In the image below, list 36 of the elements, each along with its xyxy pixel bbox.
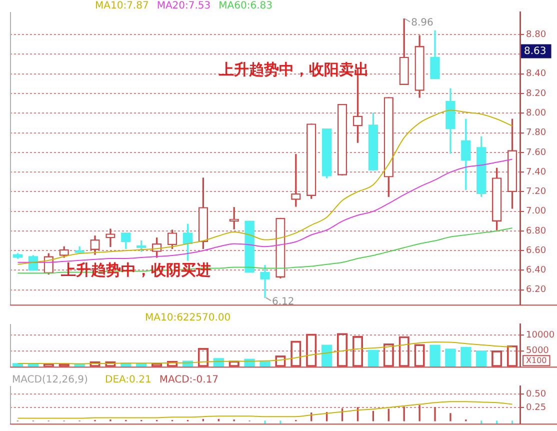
text: MA10:7.87 <box>95 0 149 12</box>
y-tick-label: 6.80 <box>526 226 546 236</box>
line-series <box>17 401 513 419</box>
bar <box>321 344 332 367</box>
bar <box>430 344 440 367</box>
text: DEA:0.21 <box>105 374 152 386</box>
y-tick-label: 7.40 <box>526 167 546 178</box>
y-tick-label: 0.50 <box>526 389 546 400</box>
text: X100 <box>526 356 547 366</box>
y-tick-label: 6.20 <box>526 285 546 296</box>
bar <box>260 361 270 367</box>
y-tick-label: 7.80 <box>526 128 546 138</box>
y-tick-label: 8.00 <box>526 108 546 118</box>
y-tick-label: 0.25 <box>526 402 546 413</box>
y-tick-label: 7.00 <box>526 206 546 217</box>
text: MACD:-0.17 <box>159 374 219 386</box>
y-tick-label: 5000 <box>526 346 550 356</box>
bar <box>460 347 472 367</box>
y-tick-label: 8.20 <box>526 88 546 99</box>
y-tick-label: 8.40 <box>526 69 546 80</box>
bar <box>476 350 487 367</box>
bar <box>368 350 379 367</box>
text: MA20:7.53 <box>156 0 211 12</box>
y-tick-label: 10000 <box>526 330 555 340</box>
chart-title: MACD(12,26,9) <box>12 374 88 386</box>
annotation: 8.96 <box>411 17 434 28</box>
line-series <box>17 341 513 366</box>
y-tick-label: 7.60 <box>526 148 546 158</box>
y-tick-label: 7.20 <box>526 187 546 198</box>
text: MA60:6.83 <box>218 0 272 12</box>
bar <box>445 348 456 367</box>
y-tick-label: 6.60 <box>526 246 546 256</box>
y-tick-label: 6.40 <box>526 266 546 276</box>
text: MA10:622570.00 <box>145 312 231 324</box>
annotation: 8.63 <box>524 46 546 57</box>
y-tick-label: 8.80 <box>526 30 546 40</box>
